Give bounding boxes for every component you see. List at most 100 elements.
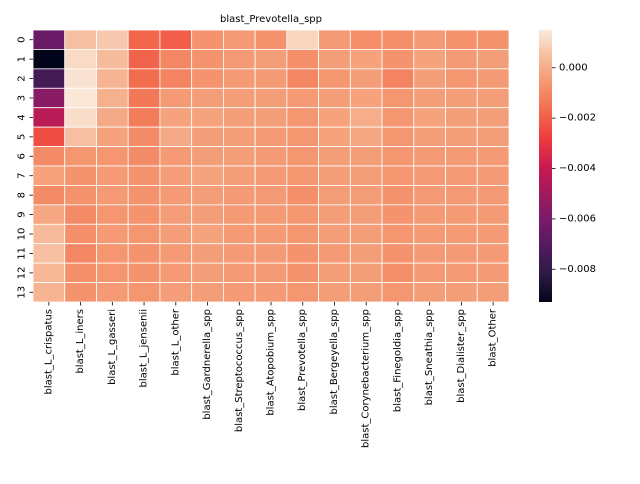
x-tick-label: blast_L_crispatus [43,309,54,395]
heatmap-cell [445,282,478,303]
heatmap-cell [413,29,446,50]
heatmap-cell [159,146,193,167]
heatmap-cell [445,262,478,283]
y-tick-label: 0 [17,37,28,43]
heatmap-cell [159,282,193,303]
heatmap-cell [318,68,351,89]
heatmap-cell [254,223,288,245]
heatmap-cell [381,185,415,206]
heatmap-cell [127,204,161,225]
heatmap-cell [127,185,161,206]
colorbar-tick-label: −0.008 [559,264,596,275]
heatmap-cell [222,165,256,186]
heatmap-cell [127,262,161,283]
heatmap-cell [381,107,415,128]
y-tick-label: 3 [17,95,28,101]
y-tick-label: 5 [17,134,28,140]
heatmap-cell [32,262,66,283]
heatmap-cell [413,204,446,225]
heatmap-cell [191,223,224,245]
heatmap-cell [32,223,66,245]
heatmap-cell [96,165,129,186]
heatmap-cell [127,68,161,89]
x-tick-label: blast_Atopobium_spp [266,309,277,416]
heatmap-cell [191,204,224,225]
heatmap-cell [254,262,288,283]
heatmap-cell [381,223,415,245]
heatmap-cell [127,107,161,128]
heatmap-cell [159,223,193,245]
heatmap-cell [381,29,415,50]
heatmap-cell [96,146,129,167]
heatmap-cell [349,87,383,109]
heatmap-cell [381,262,415,283]
heatmap-cell [476,126,510,147]
heatmap-cell [445,185,478,206]
heatmap-cell [191,243,224,264]
heatmap-cell [64,243,97,264]
heatmap-cell [191,126,224,147]
heatmap-cell [476,68,510,89]
heatmap-cell [318,49,351,70]
heatmap-cell [191,165,224,186]
heatmap-cell [32,68,66,89]
heatmap-cell [381,87,415,109]
heatmap-cell [413,68,446,89]
heatmap-cell [96,29,129,50]
heatmap-cell [222,223,256,245]
heatmap-cell [96,49,129,70]
heatmap-cell [286,243,320,264]
heatmap-cell [349,262,383,283]
heatmap-cell [476,204,510,225]
heatmap-cell [64,126,97,147]
heatmap-cell [413,243,446,264]
heatmap-cell [159,126,193,147]
x-tick-label: blast_L_other [170,308,181,375]
heatmap-cell [254,185,288,206]
heatmap-cell [476,282,510,303]
heatmap-cell [254,107,288,128]
heatmap-cell [96,282,129,303]
x-tick-label: blast_Corynebacterium_spp [361,309,372,448]
x-tick-label: blast_Prevotella_spp [297,309,308,411]
heatmap-cell [32,146,66,167]
heatmap-cell [159,165,193,186]
heatmap-cell [413,126,446,147]
heatmap-cell [64,68,97,89]
heatmap-cell [318,126,351,147]
heatmap-cell [286,126,320,147]
heatmap-cell [64,49,97,70]
heatmap-cell [96,185,129,206]
heatmap-cell [413,107,446,128]
heatmap-cell [64,87,97,109]
heatmap-cell [127,49,161,70]
heatmap-cell [445,243,478,264]
colorbar-tick-label: −0.004 [559,163,596,174]
heatmap-cell [254,29,288,50]
colorbar-gradient [539,30,552,302]
heatmap-cell [476,262,510,283]
colorbar-tick-label: 0.000 [559,62,588,73]
heatmap-cell [286,282,320,303]
heatmap-cell [318,282,351,303]
heatmap-cell [64,204,97,225]
heatmap-cell [159,29,193,50]
heatmap-cell [254,68,288,89]
heatmap-cell [445,223,478,245]
heatmap-cell [127,243,161,264]
heatmap-cell [476,87,510,109]
chart-title: blast_Prevotella_spp [220,14,322,25]
heatmap-cell [222,29,256,50]
heatmap-cell [191,185,224,206]
heatmap-cell [254,165,288,186]
heatmap-cell [349,146,383,167]
heatmap-cell [222,49,256,70]
heatmap-cell [413,223,446,245]
heatmap-cell [191,49,224,70]
heatmap-cell [191,107,224,128]
heatmap-cell [159,87,193,109]
heatmap-cell [413,87,446,109]
heatmap-cell [286,49,320,70]
heatmap-cell [222,185,256,206]
